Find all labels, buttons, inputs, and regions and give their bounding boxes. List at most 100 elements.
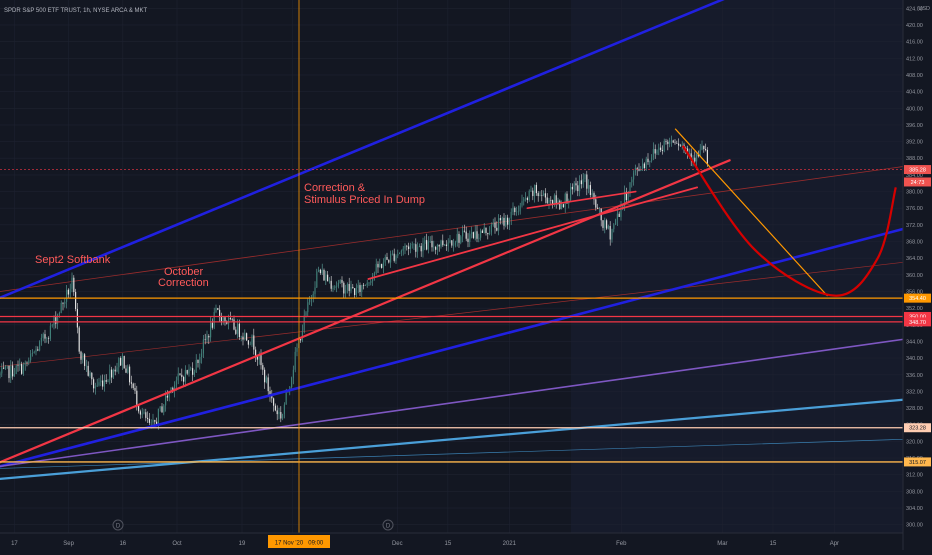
candle-body (256, 356, 258, 360)
candle-body (573, 183, 575, 190)
candle-body (411, 244, 413, 246)
candle-body (190, 368, 192, 369)
candle-body (606, 220, 608, 229)
price-tag: 323.28 (909, 426, 926, 432)
price-tick: 352.00 (906, 306, 923, 312)
price-tick: 412.00 (906, 56, 923, 62)
price-tick: 392.00 (906, 140, 923, 146)
price-tag: 354.40 (909, 296, 926, 302)
price-tick: 384.00 (906, 173, 923, 179)
candle-body (404, 245, 406, 249)
candle-body (44, 334, 46, 339)
candle-body (514, 207, 516, 213)
projection-curve[interactable] (681, 145, 897, 297)
candle-body (467, 238, 469, 242)
price-tick: 328.00 (906, 406, 923, 412)
candle-body (69, 288, 71, 295)
price-tag: 348.70 (909, 320, 926, 326)
crosshair-time-bg (268, 535, 330, 548)
candle-body (420, 245, 422, 252)
candle-body (264, 369, 266, 383)
candle-body (543, 193, 545, 196)
candle-body (699, 149, 701, 157)
candle-body (672, 140, 674, 143)
horizontal-levels[interactable] (0, 297, 903, 463)
candle-body (192, 368, 194, 375)
trendline-dec-support[interactable] (367, 186, 699, 280)
candle-body (150, 422, 152, 424)
candle-body (422, 243, 424, 252)
candle-body (94, 386, 96, 389)
candle-body (485, 227, 487, 234)
candle-body (0, 373, 1, 375)
trendline-orange-drop[interactable] (674, 128, 828, 297)
trendline-violet-trend[interactable] (0, 338, 904, 468)
candle-body (136, 390, 138, 406)
candle-body (463, 230, 465, 232)
price-tick: 404.00 (906, 90, 923, 96)
candle-body (363, 284, 365, 286)
candle-body (557, 200, 559, 205)
trendline-upper-channel[interactable] (0, 0, 903, 300)
thick-trendlines[interactable] (0, 0, 905, 480)
candle-body (496, 227, 498, 231)
candle-body (427, 241, 429, 250)
candle-body (244, 333, 246, 340)
candle-body (152, 420, 154, 423)
trendline-steel-trend[interactable] (0, 398, 905, 480)
candle-body (381, 264, 383, 268)
candle-body (28, 360, 30, 364)
candle-body (210, 322, 212, 338)
candle-body (127, 366, 129, 373)
candle-body (87, 365, 89, 376)
candle-body (413, 244, 415, 245)
candle-body (345, 290, 347, 294)
candle-body (379, 264, 381, 268)
candle-body (615, 219, 617, 225)
trendline-thin-red-b[interactable] (0, 261, 904, 367)
candle-body (121, 356, 123, 366)
symbol-header: SPDR S&P 500 ETF TRUST, 1h, NYSE ARCA & … (4, 8, 147, 14)
candle-body (663, 140, 665, 151)
candle-body (645, 158, 647, 169)
candle-body (238, 323, 240, 337)
candle-body (703, 145, 705, 150)
price-tag-bg (904, 423, 931, 433)
candle-body (588, 185, 590, 189)
candle-body (431, 240, 433, 248)
candle-body (678, 143, 680, 146)
candle-body (433, 247, 435, 248)
candle-body (408, 246, 410, 250)
trendline-thin-red-a[interactable] (0, 166, 904, 292)
candle-body (591, 193, 593, 195)
candle-body (649, 160, 651, 163)
trendline-major-support[interactable] (0, 159, 731, 464)
candle-body (237, 323, 239, 334)
trendline-jan-line[interactable] (526, 190, 637, 210)
event-marker-1[interactable]: D (112, 519, 124, 531)
price-tick: 304.00 (906, 506, 923, 512)
candle-body (624, 191, 626, 205)
candle-body (301, 330, 303, 341)
candle-body (415, 244, 417, 252)
candle-body (235, 329, 237, 334)
candle-body (174, 384, 176, 391)
trendline-lower-channel[interactable] (0, 227, 905, 468)
trendline-steel-thin[interactable] (0, 438, 904, 469)
candle-body (276, 410, 278, 415)
candle-body (658, 147, 660, 151)
candle-body (330, 280, 332, 289)
candle-body (316, 271, 318, 288)
candle-body (57, 314, 59, 324)
event-marker-2[interactable]: D (382, 519, 394, 531)
candle-body (327, 274, 329, 282)
candle-body (418, 245, 420, 248)
candle-body (197, 359, 199, 363)
candle-body (489, 232, 491, 235)
candle-body (71, 277, 73, 289)
candle-body (562, 204, 564, 208)
candle-body (620, 207, 622, 217)
candle-body (438, 244, 440, 247)
